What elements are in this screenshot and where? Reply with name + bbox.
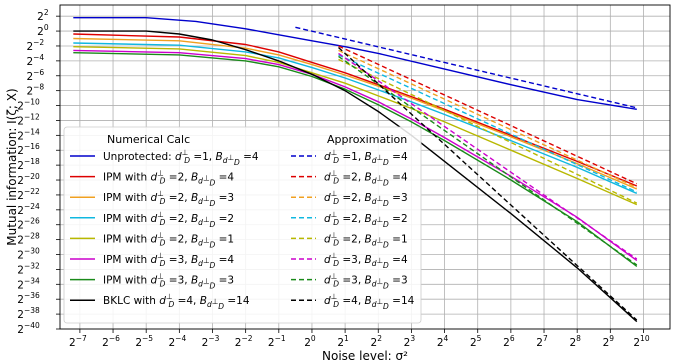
y-tick-label: 22 — [37, 8, 49, 23]
numerical-line — [73, 52, 638, 267]
y-tick-label: 2−4 — [26, 53, 44, 68]
x-tick-label: 20 — [304, 334, 316, 349]
x-tick-label: 2−4 — [168, 334, 186, 349]
legend-label: d⊥ D =2, Bd⊥D =4 — [324, 169, 408, 188]
y-tick-label: 2−20 — [17, 172, 40, 187]
x-tick-label: 22 — [371, 334, 383, 349]
legend-label: IPM with d⊥ D =2, Bd⊥D =2 — [103, 210, 234, 229]
y-axis-label: Mutual information: I(ζ; X) — [5, 88, 19, 245]
approx-line — [338, 52, 638, 260]
y-tick-label: 2−6 — [26, 68, 44, 83]
legend-label: d⊥ D =3, Bd⊥D =3 — [324, 272, 408, 291]
x-tick-label: 2−3 — [202, 334, 220, 349]
x-tick-label: 2−1 — [268, 334, 286, 349]
y-tick-label: 2−28 — [17, 232, 40, 247]
x-tick-label: 2−7 — [69, 334, 87, 349]
y-tick-label: 2−2 — [26, 38, 44, 53]
x-tick-label: 24 — [437, 334, 449, 349]
y-tick-label: 2−36 — [17, 291, 40, 306]
y-tick-label: 2−18 — [17, 157, 40, 172]
numerical-line — [73, 46, 638, 206]
approx-line — [338, 55, 638, 266]
legend-label: IPM with d⊥ D =2, Bd⊥D =1 — [103, 230, 234, 249]
y-tick-label: 2−14 — [17, 127, 40, 142]
series-layer — [73, 17, 638, 323]
y-tick-label: 2−8 — [26, 83, 44, 98]
legend-label: BKLC with d⊥ D =4, Bd⊥D =14 — [103, 292, 250, 311]
legend-box — [63, 126, 422, 324]
y-tick-label: 2−16 — [17, 142, 40, 157]
approx-line — [338, 58, 638, 204]
legend-label: d⊥ D =2, Bd⊥D =1 — [324, 230, 408, 249]
x-tick-label: 210 — [633, 334, 649, 349]
numerical-line — [73, 49, 638, 262]
y-tick-label: 2−38 — [17, 306, 40, 321]
legend-label: IPM with d⊥ D =2, Bd⊥D =3 — [103, 189, 234, 208]
numerical-line — [73, 30, 638, 323]
y-tick-label: 2−30 — [17, 247, 40, 262]
legend-label: d⊥ D =4, Bd⊥D =14 — [324, 292, 415, 311]
approx-line — [338, 45, 638, 185]
x-tick-label: 29 — [603, 334, 615, 349]
legend-label: d⊥ D =2, Bd⊥D =3 — [324, 189, 408, 208]
x-tick-label: 2−2 — [235, 334, 253, 349]
x-tick-label: 23 — [404, 334, 416, 349]
y-tick-label: 2−12 — [17, 112, 40, 127]
y-tick-label: 2−34 — [17, 276, 40, 291]
approx-line — [338, 49, 638, 189]
x-tick-label: 2−6 — [102, 334, 120, 349]
y-tick-label: 2−24 — [17, 202, 40, 217]
approx-line — [295, 26, 637, 109]
x-tick-label: 21 — [337, 334, 349, 349]
legend-label: Unprotected: d⊥ D =1, Bd⊥D =4 — [103, 148, 259, 167]
x-tick-label: 25 — [470, 334, 482, 349]
legend-label: IPM with d⊥ D =3, Bd⊥D =3 — [103, 272, 234, 291]
numerical-line — [73, 17, 637, 110]
y-tick-label: 2−26 — [17, 217, 40, 232]
approx-line — [338, 46, 638, 321]
y-tick-label: 2−32 — [17, 261, 40, 276]
x-tick-label: 26 — [503, 334, 515, 349]
legend-header-approximation: Approximation — [327, 133, 407, 146]
legend-header-numerical: Numerical Calc — [107, 133, 190, 146]
legend-label: IPM with d⊥ D =2, Bd⊥D =4 — [103, 169, 234, 188]
y-tick-label: 2−22 — [17, 187, 40, 202]
y-tick-label: 20 — [37, 23, 49, 38]
y-tick-label: 2−40 — [17, 321, 40, 336]
legend-label: d⊥ D =3, Bd⊥D =4 — [324, 251, 408, 270]
approx-line — [338, 54, 638, 193]
legend-label: d⊥ D =1, Bd⊥D =4 — [324, 148, 408, 167]
tick-layer: 2−7 2−6 2−5 2−4 2−3 2−2 2−1 20 21 22 23 24 25 26 27 28 2… — [17, 8, 650, 349]
x-tick-label: 28 — [569, 334, 581, 349]
x-tick-label: 2−5 — [135, 334, 153, 349]
legend-label: IPM with d⊥ D =3, Bd⊥D =4 — [103, 251, 234, 270]
x-axis-label: Noise level: σ² — [322, 349, 408, 363]
x-tick-label: 27 — [536, 334, 548, 349]
y-tick-label: 2−10 — [17, 98, 40, 113]
plot-frame — [59, 4, 671, 330]
legend: Numerical Calc Approximation Unprotected: … — [63, 126, 422, 324]
numerical-line — [73, 42, 638, 195]
legend-label: d⊥ D =2, Bd⊥D =2 — [324, 210, 408, 229]
